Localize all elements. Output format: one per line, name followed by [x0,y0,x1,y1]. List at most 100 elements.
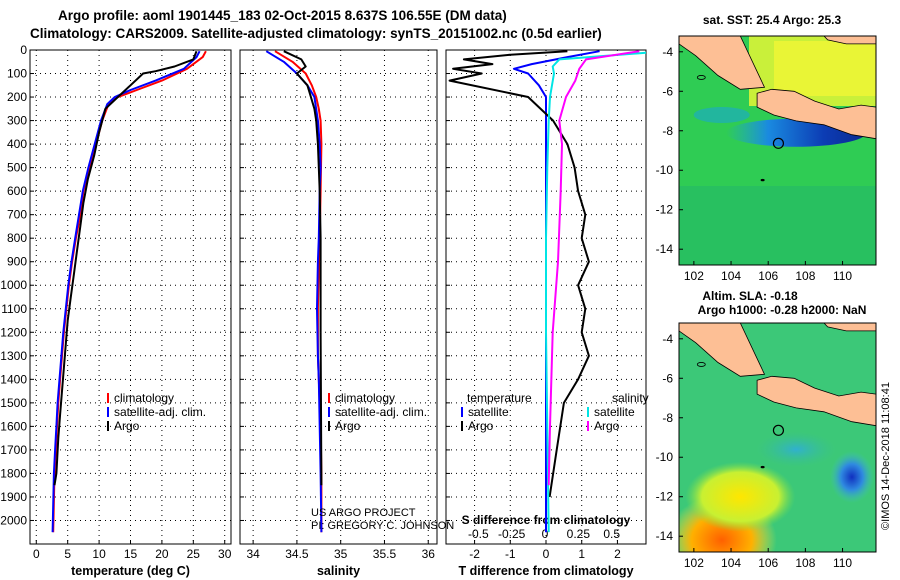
y-tick-label: 1300 [0,349,27,363]
y-tick-label: 1900 [0,490,27,504]
map-positive-anomaly [685,461,796,532]
legend-label-diff: Argo [594,419,620,433]
x2-tick-label-diff: 0.5 [603,527,620,541]
y-tick-label: 0 [20,43,27,57]
x-tick-label-temp: 20 [155,547,169,561]
legend-label-diff: Argo [468,419,494,433]
x-tick-label-diff: -2 [469,547,480,561]
legend-label-sal: satellite-adj. clim. [335,405,427,419]
figure-title-line2: Climatology: CARS2009. Satellite-adjuste… [30,26,602,41]
map-x-tick-label: 104 [721,269,741,283]
map-frame-sla [678,322,877,553]
y-tick-label: 700 [7,208,27,222]
x-tick-label-diff: 1 [578,547,585,561]
map-y-tick-label: -8 [662,124,673,138]
series-group-diff [448,50,646,533]
y-tick-label: 800 [7,231,27,245]
map-y-tick-label: -8 [662,411,673,425]
series-line-temp-satellite-adj-clim- [51,50,201,533]
y-tick-label: 300 [7,114,27,128]
y-tick-label: 1000 [0,278,27,292]
map-x-tick-label: 104 [721,556,741,570]
map-x-tick-label: 110 [833,556,852,570]
x2-tick-label-diff: 0.25 [567,527,591,541]
x-tick-label-sal: 34 [246,547,260,561]
map-x-tick-label: 106 [758,269,778,283]
series-line-diff-argo [448,50,590,498]
y-tick-label: 1700 [0,443,27,457]
x-tick-label-temp: 25 [187,547,201,561]
y-tick-label: 200 [7,90,27,104]
x2-tick-label-diff: -0.5 [468,527,489,541]
y-tick-label: 1200 [0,325,27,339]
map-y-tick-label: -10 [656,450,674,464]
figure-title-line1: Argo profile: aoml 1901445_183 02-Oct-20… [58,8,507,23]
y-tick-label: 1800 [0,466,27,480]
x-tick-label-sal: 36 [422,547,436,561]
annotation-text: PI: GREGORY C. JOHNSON [311,520,454,532]
map-x-tick-label: 108 [795,556,815,570]
y-tick-label: 900 [7,255,27,269]
y-tick-label: 500 [7,161,27,175]
map-field-sst [679,36,876,265]
map-title-sla-line2: Argo h1000: -0.28 h2000: NaN [698,303,867,317]
map-frame-sst [678,35,877,266]
y-tick-label: 400 [7,137,27,151]
map-x-tick-label: 108 [795,269,815,283]
credit-container: ©IMOS 14-Dec-2018 11:08:41 [874,372,898,552]
legend-label-temp: Argo [114,419,140,433]
y-tick-label: 1400 [0,372,27,386]
legend-label-sal: climatology [335,391,395,405]
map-x-tick-label: 110 [833,269,852,283]
map-land [756,88,876,140]
map-title-sla-line1: Altim. SLA: -0.18 [702,289,798,303]
x-tick-label-temp: 30 [218,547,232,561]
x-axis-label-diff: T difference from climatology [458,564,633,578]
series-line-diff-argo [547,50,640,486]
map-land [823,36,876,45]
map-title-sst: sat. SST: 25.4 Argo: 25.3 [703,13,842,27]
credit-text: ©IMOS 14-Dec-2018 11:08:41 [880,382,892,530]
x-tick-label-diff: -1 [505,547,516,561]
float-position-marker [772,137,785,149]
map-y-tick-label: -14 [656,529,674,543]
x-tick-label-diff: 2 [614,547,621,561]
map-y-tick-label: -12 [656,203,674,217]
y-tick-label: 100 [7,67,27,81]
map-cool-anomaly [756,431,837,468]
x-tick-label-temp: 10 [92,547,106,561]
map-land [823,323,876,332]
map-southern-band [679,186,876,265]
legend-title-salinity: salinity [612,391,649,405]
map-island [760,178,765,182]
plot-frame-temp [29,49,232,545]
map-y-tick-label: -6 [662,371,673,385]
y-tick-label: 600 [7,184,27,198]
series-group-sal [265,50,323,533]
map-y-tick-label: -4 [662,332,673,346]
map-x-tick-label: 102 [684,556,704,570]
map-y-tick-label: -6 [662,84,673,98]
legend-title-temperature: temperature [467,391,532,405]
series-line-diff-satellite [545,51,646,533]
map-y-tick-label: -4 [662,45,673,59]
x-tick-label-temp: 0 [33,547,40,561]
x-axis-label-temp: temperature (deg C) [71,564,190,578]
y-tick-label: 1600 [0,419,27,433]
map-field-sla [679,323,876,552]
series-line-temp-argo [53,50,198,486]
map-land [679,36,766,90]
legend-label-sal: Argo [335,419,361,433]
map-low-anomaly [829,450,874,503]
map-warm-core [774,41,876,96]
float-position-marker [772,424,785,436]
x-axis-label-sal: salinity [317,564,360,578]
y-tick-label: 1100 [1,302,27,316]
map-cool-patch [693,106,750,123]
annotation-text: US ARGO PROJECT [311,507,416,519]
map-island [696,362,706,367]
legend-label-temp: satellite-adj. clim. [114,405,206,419]
map-land [679,323,766,377]
map-island [696,75,706,80]
